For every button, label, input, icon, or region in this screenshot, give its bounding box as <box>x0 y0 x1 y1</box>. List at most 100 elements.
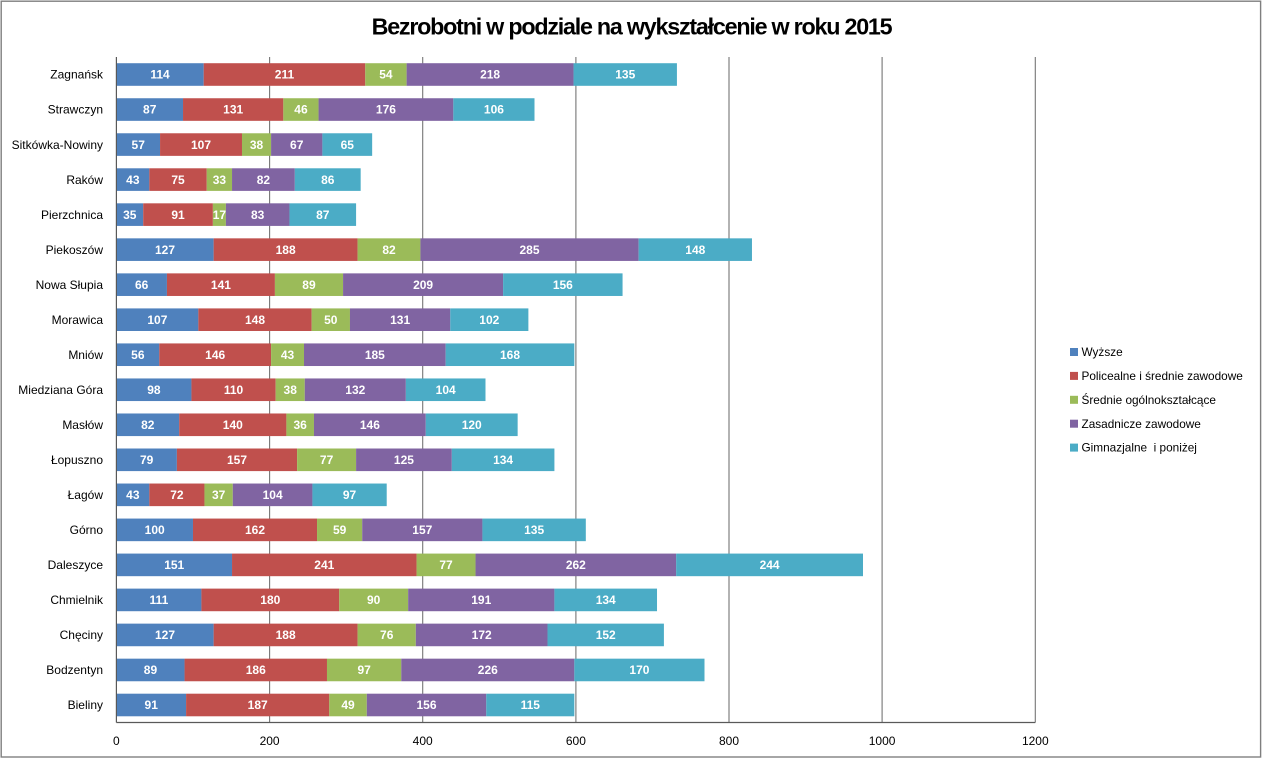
svg-text:141: 141 <box>211 278 231 292</box>
svg-text:800: 800 <box>719 734 739 748</box>
svg-text:91: 91 <box>145 698 159 712</box>
svg-text:Średnie ogólnokształcące: Średnie ogólnokształcące <box>1082 393 1217 407</box>
svg-text:38: 38 <box>284 383 298 397</box>
svg-text:0: 0 <box>113 734 120 748</box>
svg-text:132: 132 <box>345 383 365 397</box>
svg-text:156: 156 <box>417 698 437 712</box>
svg-text:125: 125 <box>394 453 414 467</box>
svg-text:Mniów: Mniów <box>68 348 103 362</box>
svg-text:185: 185 <box>365 348 385 362</box>
svg-text:90: 90 <box>367 593 381 607</box>
svg-text:46: 46 <box>294 103 308 117</box>
svg-text:56: 56 <box>131 348 145 362</box>
svg-text:134: 134 <box>596 593 616 607</box>
svg-text:209: 209 <box>413 278 433 292</box>
svg-text:36: 36 <box>294 418 308 432</box>
svg-text:Raków: Raków <box>66 173 103 187</box>
svg-text:187: 187 <box>248 698 268 712</box>
svg-text:33: 33 <box>213 173 227 187</box>
svg-text:148: 148 <box>245 313 265 327</box>
svg-text:148: 148 <box>685 243 705 257</box>
svg-text:120: 120 <box>462 418 482 432</box>
svg-text:76: 76 <box>380 628 394 642</box>
svg-text:114: 114 <box>150 68 170 82</box>
svg-text:77: 77 <box>439 558 453 572</box>
svg-text:97: 97 <box>357 663 371 677</box>
svg-text:Sitkówka-Nowiny: Sitkówka-Nowiny <box>12 138 103 152</box>
svg-text:Strawczyn: Strawczyn <box>48 103 103 117</box>
svg-text:152: 152 <box>596 628 616 642</box>
svg-text:107: 107 <box>147 313 167 327</box>
svg-text:241: 241 <box>314 558 334 572</box>
svg-text:188: 188 <box>276 243 296 257</box>
svg-text:1000: 1000 <box>869 734 896 748</box>
svg-text:Zasadnicze zawodowe: Zasadnicze zawodowe <box>1082 417 1202 431</box>
svg-text:Chęciny: Chęciny <box>60 628 103 642</box>
svg-text:135: 135 <box>524 523 544 537</box>
svg-text:50: 50 <box>324 313 338 327</box>
svg-text:49: 49 <box>341 698 355 712</box>
svg-text:127: 127 <box>155 628 175 642</box>
svg-text:188: 188 <box>276 628 296 642</box>
svg-text:134: 134 <box>493 453 513 467</box>
svg-text:87: 87 <box>316 208 330 222</box>
svg-text:135: 135 <box>615 68 635 82</box>
svg-text:Piekoszów: Piekoszów <box>46 243 104 257</box>
svg-text:226: 226 <box>478 663 498 677</box>
svg-text:57: 57 <box>132 138 146 152</box>
svg-text:162: 162 <box>245 523 265 537</box>
svg-text:176: 176 <box>376 103 396 117</box>
svg-text:87: 87 <box>143 103 157 117</box>
svg-text:86: 86 <box>321 173 335 187</box>
svg-text:Nowa Słupia: Nowa Słupia <box>36 278 104 292</box>
svg-text:82: 82 <box>382 243 396 257</box>
svg-text:Bezrobotni w podziale na wyksz: Bezrobotni w podziale na wykształcenie w… <box>372 13 893 39</box>
svg-text:Daleszyce: Daleszyce <box>48 558 104 572</box>
svg-text:Miedziana Góra: Miedziana Góra <box>18 383 103 397</box>
svg-text:Górno: Górno <box>70 523 104 537</box>
svg-text:91: 91 <box>171 208 185 222</box>
svg-text:400: 400 <box>413 734 433 748</box>
svg-text:186: 186 <box>246 663 266 677</box>
svg-text:104: 104 <box>263 488 283 502</box>
svg-text:Bodzentyn: Bodzentyn <box>46 663 103 677</box>
svg-text:156: 156 <box>553 278 573 292</box>
svg-text:98: 98 <box>147 383 161 397</box>
svg-text:110: 110 <box>224 383 244 397</box>
svg-text:54: 54 <box>379 68 393 82</box>
svg-text:89: 89 <box>144 663 158 677</box>
svg-text:131: 131 <box>390 313 410 327</box>
svg-text:131: 131 <box>223 103 243 117</box>
svg-text:211: 211 <box>275 68 295 82</box>
svg-text:97: 97 <box>343 488 357 502</box>
svg-text:Masłów: Masłów <box>62 418 103 432</box>
svg-text:65: 65 <box>341 138 355 152</box>
svg-text:146: 146 <box>360 418 380 432</box>
svg-text:17: 17 <box>213 208 227 222</box>
svg-text:89: 89 <box>302 278 316 292</box>
svg-text:1200: 1200 <box>1022 734 1049 748</box>
svg-text:157: 157 <box>412 523 432 537</box>
svg-text:Chmielnik: Chmielnik <box>50 593 104 607</box>
svg-text:82: 82 <box>257 173 271 187</box>
svg-text:83: 83 <box>251 208 265 222</box>
svg-text:75: 75 <box>171 173 185 187</box>
svg-text:77: 77 <box>320 453 334 467</box>
svg-text:43: 43 <box>281 348 295 362</box>
svg-text:35: 35 <box>123 208 137 222</box>
svg-text:Bieliny: Bieliny <box>68 698 103 712</box>
svg-text:37: 37 <box>212 488 226 502</box>
svg-text:151: 151 <box>164 558 184 572</box>
svg-text:168: 168 <box>500 348 520 362</box>
svg-text:82: 82 <box>141 418 155 432</box>
svg-text:Wyższe: Wyższe <box>1082 345 1124 359</box>
svg-text:Łopuszno: Łopuszno <box>51 453 103 467</box>
svg-text:67: 67 <box>290 138 304 152</box>
svg-text:157: 157 <box>227 453 247 467</box>
svg-text:146: 146 <box>205 348 225 362</box>
svg-text:285: 285 <box>520 243 540 257</box>
svg-text:102: 102 <box>479 313 499 327</box>
svg-text:72: 72 <box>170 488 184 502</box>
svg-text:104: 104 <box>436 383 456 397</box>
svg-text:127: 127 <box>155 243 175 257</box>
